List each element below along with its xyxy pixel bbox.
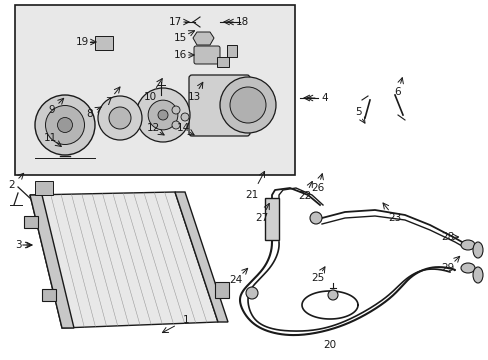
Text: 12: 12: [146, 123, 159, 133]
Text: 5: 5: [354, 107, 361, 117]
Circle shape: [309, 212, 321, 224]
Text: 29: 29: [441, 263, 454, 273]
Text: 25: 25: [311, 273, 324, 283]
FancyBboxPatch shape: [194, 46, 220, 64]
Polygon shape: [42, 289, 56, 301]
Circle shape: [327, 290, 337, 300]
Polygon shape: [175, 192, 227, 322]
Ellipse shape: [472, 267, 482, 283]
Text: 20: 20: [323, 340, 336, 350]
Text: 19: 19: [75, 37, 88, 47]
FancyBboxPatch shape: [189, 75, 249, 136]
Text: 16: 16: [173, 50, 186, 60]
Text: 27: 27: [255, 213, 268, 223]
Circle shape: [98, 96, 142, 140]
Circle shape: [245, 287, 258, 299]
Text: 9: 9: [49, 105, 55, 115]
Text: 2: 2: [9, 180, 15, 190]
Circle shape: [148, 100, 178, 130]
Circle shape: [172, 106, 180, 114]
Text: 3: 3: [15, 240, 21, 250]
Text: 24: 24: [229, 275, 242, 285]
Text: 1: 1: [183, 315, 189, 325]
Bar: [217, 57, 228, 67]
Ellipse shape: [472, 242, 482, 258]
Text: 17: 17: [168, 17, 181, 27]
Circle shape: [109, 107, 131, 129]
Text: 21: 21: [245, 190, 258, 200]
Polygon shape: [30, 195, 74, 328]
Text: 10: 10: [143, 92, 156, 102]
Text: 26: 26: [311, 183, 324, 193]
Circle shape: [45, 105, 84, 144]
Circle shape: [136, 88, 190, 142]
Text: 6: 6: [394, 87, 401, 97]
Circle shape: [158, 110, 168, 120]
Text: 13: 13: [187, 92, 200, 102]
Bar: [264, 198, 279, 240]
Ellipse shape: [460, 263, 474, 273]
Text: 18: 18: [235, 17, 248, 27]
Text: 23: 23: [387, 213, 401, 223]
Polygon shape: [30, 192, 218, 328]
Bar: [226, 45, 237, 57]
Text: 14: 14: [176, 123, 189, 133]
Text: 7: 7: [104, 97, 111, 107]
Bar: [15, 5, 294, 175]
Text: 22: 22: [298, 191, 311, 201]
Ellipse shape: [460, 240, 474, 250]
Text: 11: 11: [43, 133, 57, 143]
Text: 4: 4: [321, 93, 327, 103]
Text: 28: 28: [441, 232, 454, 242]
Circle shape: [181, 113, 189, 121]
Bar: [35, 181, 53, 195]
Polygon shape: [193, 32, 214, 45]
Text: 8: 8: [86, 109, 93, 119]
Circle shape: [229, 87, 265, 123]
Circle shape: [220, 77, 275, 133]
Polygon shape: [215, 282, 229, 297]
Bar: [95, 36, 113, 50]
Circle shape: [35, 95, 95, 155]
Polygon shape: [24, 216, 39, 228]
Circle shape: [58, 117, 72, 132]
Circle shape: [172, 121, 180, 129]
Text: 15: 15: [173, 33, 186, 43]
